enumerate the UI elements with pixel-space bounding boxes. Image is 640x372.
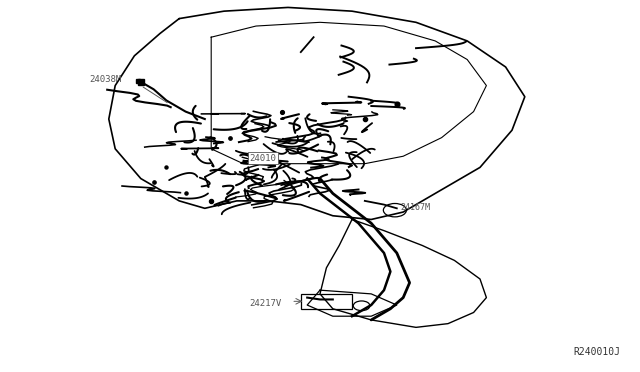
Text: 24167M: 24167M <box>400 203 430 212</box>
Text: 24038M: 24038M <box>90 76 122 84</box>
Text: 24217V: 24217V <box>250 299 282 308</box>
Text: 24010: 24010 <box>250 154 276 163</box>
Text: R240010J: R240010J <box>574 347 621 357</box>
